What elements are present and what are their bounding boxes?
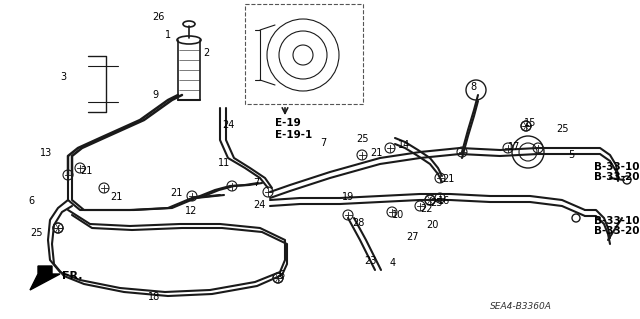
Text: 21: 21 — [442, 174, 454, 184]
Text: 7: 7 — [253, 178, 259, 188]
Text: B-33-10: B-33-10 — [594, 216, 639, 226]
Text: 20: 20 — [426, 220, 438, 230]
Bar — [245, 4, 363, 104]
Text: E-19: E-19 — [275, 118, 301, 128]
Text: 21: 21 — [170, 188, 182, 198]
Text: 26: 26 — [152, 12, 164, 22]
Text: 2: 2 — [203, 48, 209, 58]
Text: 10: 10 — [392, 210, 404, 220]
Text: 6: 6 — [28, 196, 34, 206]
Text: 22: 22 — [420, 204, 433, 214]
Text: 24: 24 — [253, 200, 266, 210]
Text: FR.: FR. — [62, 271, 83, 281]
Text: SEA4-B3360A: SEA4-B3360A — [490, 302, 552, 311]
Text: 6: 6 — [278, 270, 284, 280]
Text: B-33-20: B-33-20 — [594, 226, 639, 236]
Text: 5: 5 — [568, 150, 574, 160]
Text: 25: 25 — [556, 124, 568, 134]
Text: 21: 21 — [80, 166, 92, 176]
Text: 25: 25 — [356, 134, 369, 144]
Text: 28: 28 — [352, 218, 364, 228]
Text: B-33-10: B-33-10 — [594, 162, 639, 172]
Text: 25: 25 — [430, 198, 442, 208]
Text: 3: 3 — [60, 72, 66, 82]
Text: 24: 24 — [222, 120, 234, 130]
Text: 27: 27 — [406, 232, 419, 242]
Polygon shape — [30, 266, 60, 290]
Text: 8: 8 — [470, 82, 476, 92]
Text: 13: 13 — [40, 148, 52, 158]
Text: 1: 1 — [165, 30, 171, 40]
Text: 9: 9 — [152, 90, 158, 100]
Text: E-19-1: E-19-1 — [275, 130, 312, 140]
Text: 17: 17 — [508, 142, 520, 152]
Text: 23: 23 — [364, 256, 376, 266]
Text: 25: 25 — [30, 228, 42, 238]
Text: 21: 21 — [110, 192, 122, 202]
Text: B-33-20: B-33-20 — [594, 172, 639, 182]
Text: 11: 11 — [218, 158, 230, 168]
Text: 15: 15 — [524, 118, 536, 128]
Text: 4: 4 — [390, 258, 396, 268]
Text: 12: 12 — [185, 206, 197, 216]
Text: 18: 18 — [148, 292, 160, 302]
Text: 21: 21 — [370, 148, 382, 158]
Text: 16: 16 — [438, 196, 451, 206]
Text: 14: 14 — [398, 140, 410, 150]
Text: 19: 19 — [342, 192, 355, 202]
Text: 7: 7 — [320, 138, 326, 148]
